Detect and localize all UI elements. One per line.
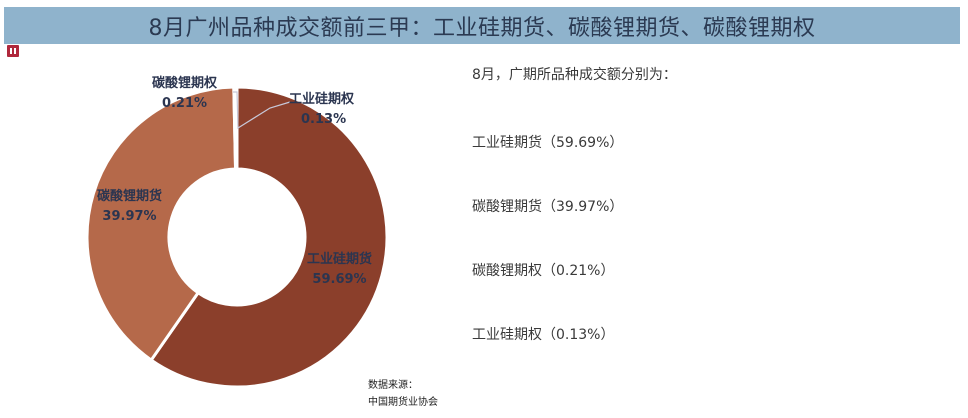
- chart-title: 8月广州品种成交额前三甲：工业硅期货、碳酸锂期货、碳酸锂期权: [148, 15, 816, 41]
- donut-slice: [85, 85, 238, 363]
- label-name: 工业硅期权: [289, 92, 355, 107]
- summary-item: 工业硅期货（59.69%）: [472, 135, 624, 151]
- summary-item: 碳酸锂期权（0.21%）: [472, 263, 615, 279]
- label-value: 59.69%: [312, 272, 367, 287]
- summary-item: 碳酸锂期货（39.97%）: [472, 199, 624, 215]
- donut-slices: [85, 85, 389, 389]
- summary-item: 工业硅期权（0.13%）: [472, 327, 615, 343]
- leader-lines: [233, 91, 291, 130]
- label-value: 0.21%: [161, 96, 208, 111]
- label-silicon-options: 工业硅期权 0.13%: [289, 90, 354, 130]
- label-name: 工业硅期货: [307, 252, 373, 267]
- label-name: 碳酸锂期权: [152, 76, 218, 91]
- donut-slice: [234, 85, 239, 171]
- data-source: 数据来源： 中国期货业协会: [368, 377, 438, 411]
- label-value: 0.13%: [301, 112, 347, 127]
- label-name: 碳酸锂期货: [97, 189, 163, 204]
- summary-intro: 8月，广期所品种成交额分别为：: [472, 67, 677, 83]
- title-bar: 8月广州品种成交额前三甲：工业硅期货、碳酸锂期货、碳酸锂期权: [4, 7, 960, 44]
- label-lithium-options: 碳酸锂期权 0.21%: [152, 74, 217, 114]
- summary-panel: 8月，广期所品种成交额分别为： 工业硅期货（59.69%） 碳酸锂期货（39.9…: [472, 64, 677, 343]
- source-label: 数据来源：: [368, 380, 418, 391]
- logo-icon: [7, 45, 19, 57]
- label-silicon-futures: 工业硅期货 59.69%: [307, 250, 372, 290]
- label-lithium-futures: 碳酸锂期货 39.97%: [97, 187, 162, 227]
- label-value: 39.97%: [102, 209, 157, 224]
- donut-slice: [149, 85, 389, 389]
- source-value: 中国期货业协会: [368, 397, 438, 408]
